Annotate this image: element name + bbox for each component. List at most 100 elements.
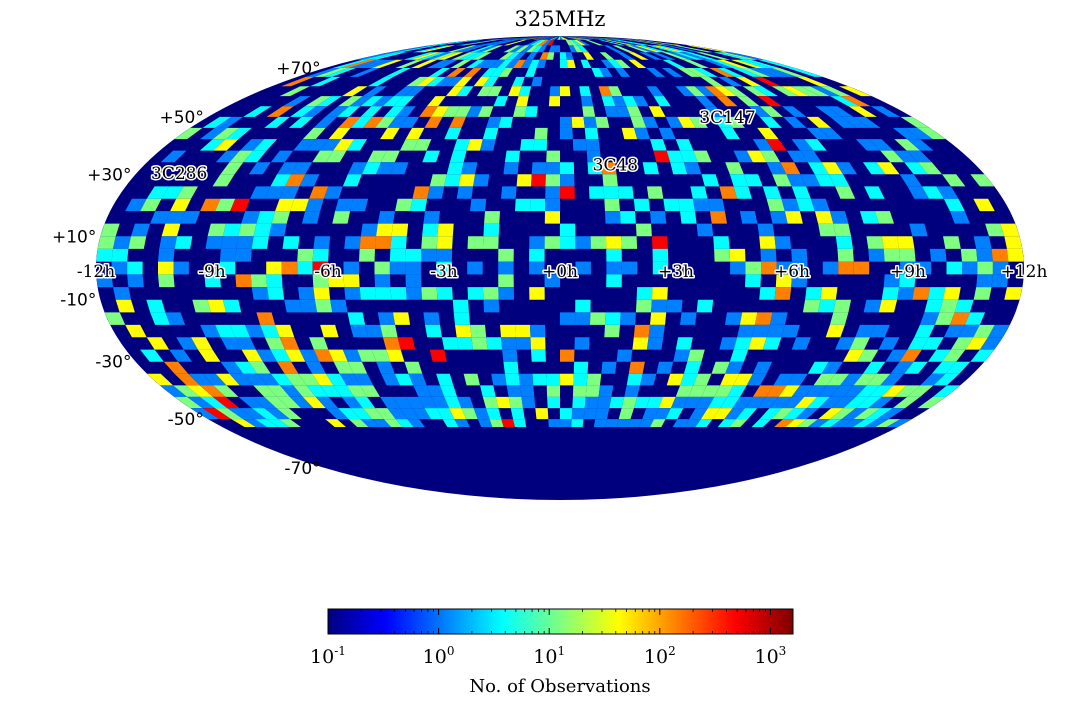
coverage-cell: [457, 396, 474, 409]
coverage-cell: [241, 349, 263, 362]
coverage-cell: [264, 337, 285, 350]
coverage-cell: [422, 150, 440, 163]
coverage-cell: [173, 261, 189, 275]
coverage-cell: [642, 116, 659, 128]
coverage-cell: [387, 116, 408, 128]
coverage-cell: [416, 52, 447, 60]
coverage-cell: [545, 186, 560, 199]
coverage-cell: [632, 96, 649, 107]
coverage-cell: [821, 361, 843, 374]
coverage-cell: [395, 59, 424, 68]
coverage-cell: [207, 223, 226, 237]
coverage-cell: [648, 324, 665, 338]
coverage-cell: [689, 116, 708, 128]
coverage-cell: [560, 36, 566, 40]
coverage-cell: [260, 324, 280, 338]
coverage-cell: [759, 236, 776, 249]
coverage-cell: [446, 162, 464, 175]
coverage-cell: [375, 236, 392, 249]
coverage-cell: [276, 408, 302, 420]
coverage-cell: [127, 274, 144, 288]
coverage-cell: [405, 248, 422, 262]
coverage-cell: [306, 139, 329, 151]
coverage-cell: [425, 76, 446, 87]
coverage-cell: [573, 45, 583, 53]
coverage-cell: [590, 236, 607, 249]
coverage-cell: [419, 106, 438, 117]
coverage-cell: [359, 248, 375, 262]
coverage-cell: [680, 373, 698, 386]
coverage-cell: [229, 150, 254, 163]
coverage-cell: [577, 45, 589, 53]
coverage-cell: [791, 274, 808, 288]
coverage-cell: [806, 396, 831, 409]
coverage-cell: [231, 419, 256, 428]
coverage-cell: [376, 361, 395, 374]
coverage-cell: [422, 223, 439, 237]
coverage-cell: [312, 150, 334, 163]
coverage-cell: [238, 223, 257, 237]
coverage-cell: [505, 59, 520, 68]
coverage-cell: [973, 324, 995, 338]
coverage-cell: [876, 162, 900, 175]
coverage-cell: [394, 373, 414, 386]
coverage-cell: [692, 198, 710, 212]
coverage-cell: [284, 349, 306, 362]
coverage-cell: [163, 361, 189, 374]
coverage-cell: [395, 198, 413, 212]
coverage-cell: [338, 116, 361, 128]
coverage-cell: [332, 211, 351, 224]
coverage-cell: [529, 248, 545, 262]
coverage-cell: [666, 373, 684, 386]
coverage-cell: [717, 76, 743, 87]
coverage-cell: [548, 419, 560, 428]
coverage-cell: [612, 39, 648, 46]
coverage-cell: [495, 396, 511, 409]
coverage-cell: [125, 198, 147, 212]
coverage-cell: [757, 396, 779, 409]
coverage-cell: [830, 385, 854, 397]
coverage-cell: [745, 261, 761, 275]
coverage-cell: [752, 361, 773, 374]
coverage-cell: [746, 373, 767, 386]
coverage-cell: [766, 198, 785, 212]
coverage-cell: [922, 337, 944, 350]
coverage-cell: [403, 52, 436, 60]
coverage-cell: [412, 45, 451, 53]
coverage-cell: [701, 385, 721, 397]
coverage-cell: [841, 408, 869, 420]
coverage-cell: [675, 337, 693, 350]
coverage-cell: [878, 299, 898, 313]
coverage-cell: [599, 68, 613, 77]
coverage-cell: [572, 139, 587, 151]
coverage-cell: [881, 287, 900, 300]
coverage-cell: [688, 385, 707, 397]
colorbar-tick-label: 101: [533, 644, 565, 668]
coverage-cell: [264, 396, 289, 409]
coverage-cell: [433, 39, 483, 46]
coverage-cell: [279, 337, 300, 350]
coverage-cell: [463, 68, 482, 77]
coverage-cell: [859, 211, 879, 224]
coverage-cell: [666, 150, 684, 163]
coverage-cell: [662, 68, 683, 77]
coverage-cell: [617, 186, 634, 199]
coverage-cell: [212, 127, 240, 140]
coverage-cell: [411, 59, 438, 68]
coverage-cell: [546, 373, 560, 386]
coverage-cell: [537, 36, 560, 40]
coverage-cell: [489, 68, 506, 77]
coverage-cell: [829, 211, 849, 224]
coverage-cell: [739, 312, 758, 325]
coverage-cell: [369, 52, 407, 60]
coverage-cell: [408, 373, 427, 386]
coverage-cell: [444, 127, 462, 140]
coverage-cell: [220, 162, 244, 175]
coverage-cell: [683, 396, 702, 409]
coverage-cell: [343, 274, 360, 288]
coverage-cell: [865, 408, 893, 420]
coverage-cell: [187, 396, 215, 409]
colorbar-ticks: 10-1 100 101 102 103: [310, 609, 786, 668]
coverage-cell: [560, 36, 629, 40]
coverage-cell: [264, 408, 290, 420]
